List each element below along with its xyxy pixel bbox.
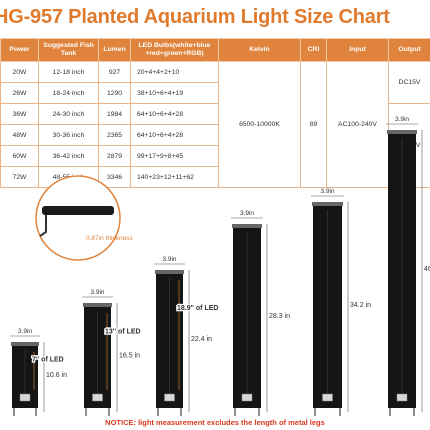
width-label: 3.9in bbox=[18, 328, 32, 335]
table-cell: 36-42 inch bbox=[38, 145, 99, 167]
height-label: 34.2 in bbox=[350, 302, 371, 309]
width-label: 3.9in bbox=[90, 289, 104, 296]
table-row: 48W 30-36 inch 2365 64+10+6+4+28 bbox=[0, 124, 430, 146]
inset-circle bbox=[35, 175, 121, 261]
led-label: 18.9'' of LED bbox=[177, 305, 218, 312]
width-label: 3.9in bbox=[395, 116, 409, 123]
title: HG-957 Planted Aquarium Light Size Chart bbox=[0, 6, 390, 28]
table-cell: 1984 bbox=[98, 103, 131, 125]
led-label: 13'' of LED bbox=[105, 329, 141, 336]
table-cell: 24-30 inch bbox=[38, 103, 99, 125]
bracket bbox=[11, 342, 39, 346]
bracket bbox=[232, 224, 262, 228]
height-label: 46 in bbox=[424, 266, 430, 273]
table-row: 26W 18-24 inch 1290 38+10+6+4+19 bbox=[0, 82, 430, 104]
bracket bbox=[387, 130, 417, 134]
input-cell: AC100-240V bbox=[326, 61, 389, 188]
table-cell: 72W bbox=[0, 166, 39, 188]
table-cell: 1290 bbox=[98, 82, 131, 104]
inset-bar bbox=[42, 206, 114, 215]
inset-leg bbox=[39, 215, 47, 237]
width-label: 3.9in bbox=[240, 210, 254, 217]
header-cell: Power bbox=[0, 38, 39, 62]
header-cell: Output bbox=[388, 38, 430, 62]
table-cell: 927 bbox=[98, 61, 131, 83]
bracket bbox=[83, 303, 112, 307]
table-cell: 3346 bbox=[98, 166, 131, 188]
height-label: 28.3 in bbox=[269, 313, 290, 320]
display bbox=[164, 393, 175, 402]
table-row: 20W 12-18 inch 927 20+4+4+2+10 6500-10000K 89… bbox=[0, 61, 430, 188]
output-cell: DC15V bbox=[388, 61, 430, 104]
table-cell: 140+23+12+11+62 bbox=[130, 166, 219, 188]
inset-label: 0.87in thickness bbox=[86, 235, 133, 242]
table-cell: 60W bbox=[0, 145, 39, 167]
height-label: 22.4 in bbox=[191, 336, 212, 343]
display bbox=[396, 393, 408, 402]
display bbox=[322, 393, 333, 402]
table-cell: 2879 bbox=[98, 145, 131, 167]
led-label: 7'' of LED bbox=[32, 357, 64, 364]
bracket bbox=[155, 270, 184, 274]
height-label: 10.6 in bbox=[46, 372, 67, 379]
kelvin-cell: 6500-10000K bbox=[218, 61, 301, 188]
table-cell: 18-24 inch bbox=[38, 82, 99, 104]
height-label: 16.5 in bbox=[119, 353, 140, 360]
width-label: 3.9in bbox=[320, 188, 334, 195]
bracket bbox=[312, 202, 343, 206]
table-cell: 64+10+6+4+28 bbox=[130, 103, 219, 125]
table-cell: 99+17+9+8+45 bbox=[130, 145, 219, 167]
table-cell: 36W bbox=[0, 103, 39, 125]
header-cell: Input bbox=[326, 38, 389, 62]
table-row: 60W 36-42 inch 2879 99+17+9+8+45 bbox=[0, 145, 430, 167]
table-cell: 26W bbox=[0, 82, 39, 104]
display bbox=[92, 393, 103, 402]
header-cell: LED Bulbs(white+blue +red+green+RGB) bbox=[130, 38, 219, 62]
table-cell: 64+10+6+4+28 bbox=[130, 124, 219, 146]
table-cell: 20W bbox=[0, 61, 39, 83]
header-cell: CRI bbox=[300, 38, 327, 62]
table-cell: 38+10+6+4+19 bbox=[130, 82, 219, 104]
width-label: 3.9in bbox=[162, 256, 176, 263]
display bbox=[241, 393, 253, 402]
header-cell: Lumen bbox=[98, 38, 131, 62]
table-cell: 30-36 inch bbox=[38, 124, 99, 146]
header-row: Power Suggested Fish Tank Lumen LED Bulb… bbox=[0, 38, 430, 62]
notice: NOTICE: light measurement excludes the l… bbox=[105, 418, 325, 427]
display bbox=[19, 393, 31, 402]
table-cell: 2365 bbox=[98, 124, 131, 146]
